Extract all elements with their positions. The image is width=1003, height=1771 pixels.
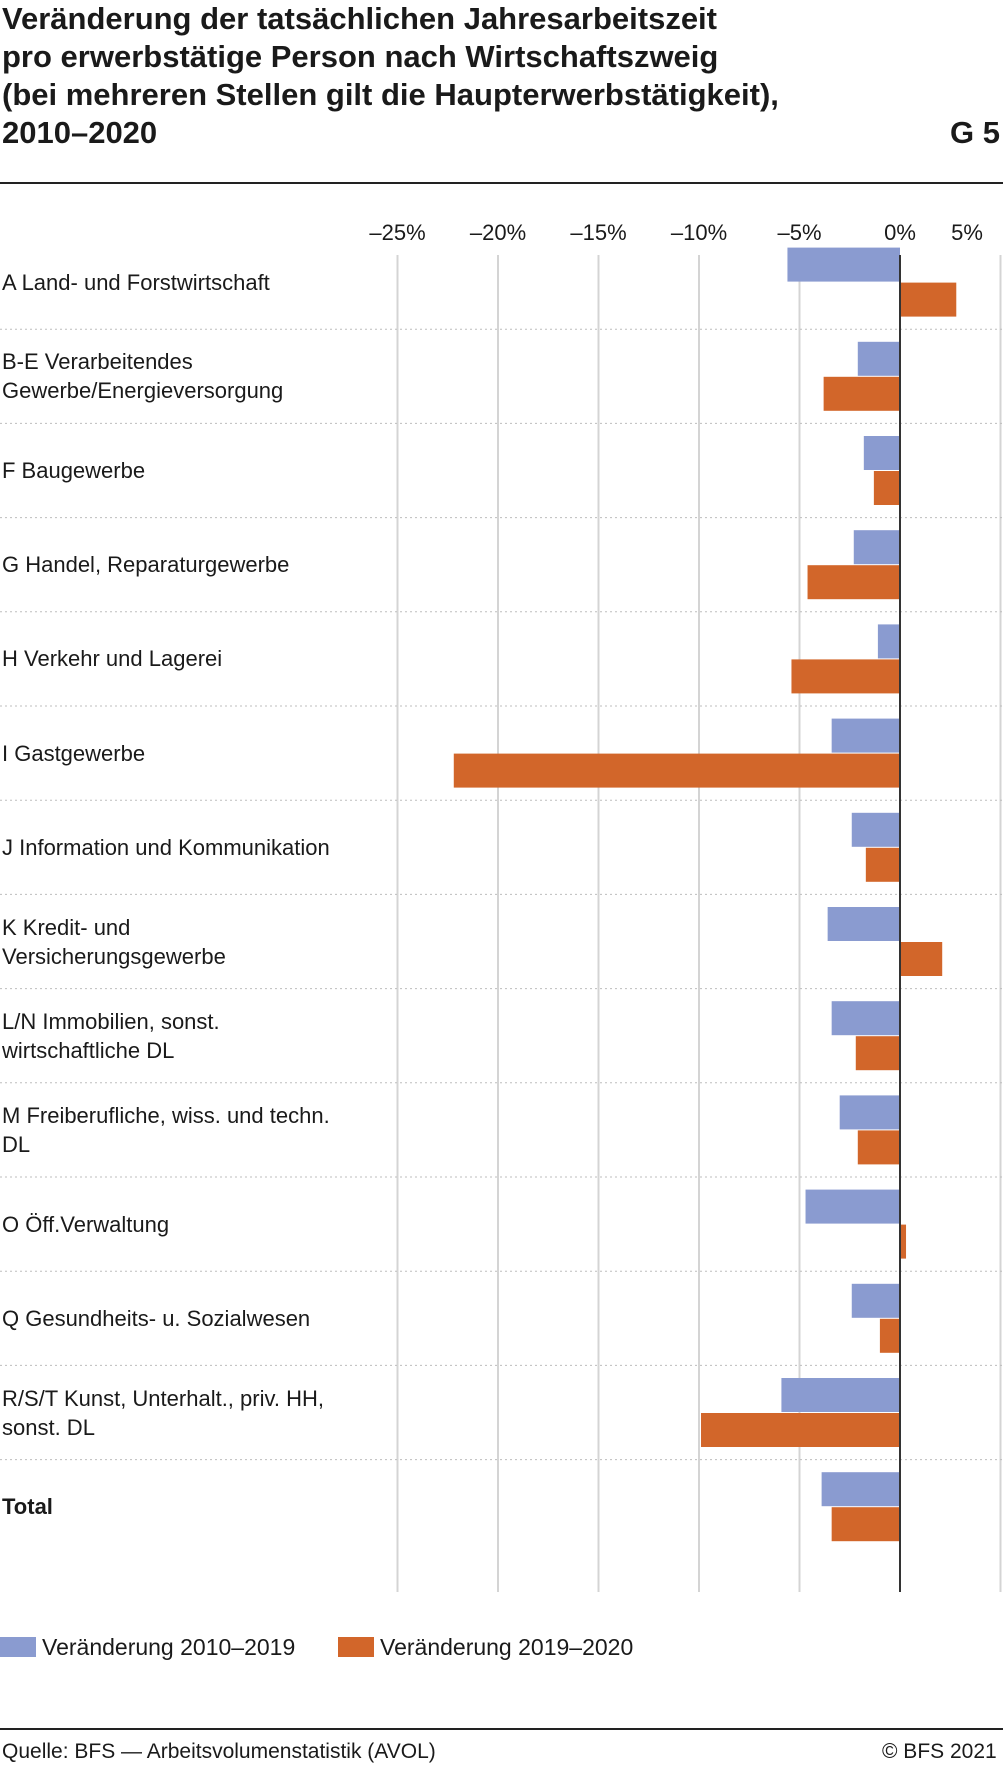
bar-2010-2019 (831, 718, 900, 753)
bar-2019-2020 (855, 1036, 900, 1071)
bottom-rule (0, 1728, 1003, 1730)
bar-2010-2019 (839, 1095, 900, 1130)
bar-2010-2019 (863, 436, 900, 470)
category-label-line: I Gastgewerbe (2, 740, 146, 766)
row-separators (0, 328, 1003, 1461)
category-label-line: Total (2, 1494, 53, 1520)
category-label: H Verkehr und Lagerei (2, 644, 392, 673)
bar-2010-2019 (781, 1378, 900, 1412)
category-label: A Land- und Forstwirtschaft (2, 268, 392, 297)
category-label-line: wirtschaftliche DL (2, 1037, 175, 1063)
category-label-line: G Handel, Reparaturgewerbe (2, 552, 290, 578)
bar-2010-2019 (853, 530, 900, 565)
category-label: M Freiberufliche, wiss. und techn. DL (2, 1101, 392, 1159)
category-label-line: sonst. DL (2, 1414, 95, 1440)
category-label: I Gastgewerbe (2, 739, 392, 768)
x-tick-label: –25% (369, 220, 425, 245)
bar-2010-2019 (877, 624, 900, 659)
legend-label-2010-2019: Veränderung 2010–2019 (42, 1634, 296, 1660)
category-label: O Öff.Verwaltung (2, 1210, 392, 1239)
category-label-line: B-E Verarbeitendes (2, 349, 193, 375)
bar-2019-2020 (791, 659, 900, 694)
category-label: B-E Verarbeitendes Gewerbe/Energieversorg… (2, 347, 392, 405)
category-label: Total (2, 1492, 392, 1521)
category-label: Q Gesundheits- u. Sozialwesen (2, 1304, 392, 1333)
source-note: Quelle: BFS — Arbeitsvolumenstatistik (A… (2, 1740, 436, 1763)
bar-2010-2019 (805, 1189, 900, 1224)
legend-swatch-blue (0, 1637, 36, 1657)
category-label-line: J Information und Kommunikation (2, 834, 330, 860)
bar-2019-2020 (900, 1224, 907, 1259)
x-tick-label: 5% (951, 220, 983, 245)
category-label-line: M Freiberufliche, wiss. und techn. (2, 1102, 330, 1128)
category-label-line: L/N Immobilien, sonst. (2, 1008, 220, 1034)
category-label-line: K Kredit- und (2, 914, 131, 940)
category-label: J Information und Kommunikation (2, 833, 392, 862)
bar-2019-2020 (900, 942, 943, 976)
bar-2010-2019 (857, 341, 900, 376)
category-label: K Kredit- und Versicherungsgewerbe (2, 913, 392, 971)
title-line-4: 2010–2020 (2, 115, 158, 150)
bar-2010-2019 (831, 1001, 900, 1036)
bar-2019-2020 (807, 565, 900, 600)
bar-2019-2020 (865, 847, 900, 882)
category-label-line: Versicherungsgewerbe (2, 943, 226, 969)
x-tick-label: –20% (470, 220, 526, 245)
title-line-1: Veränderung der tatsächlichen Jahresarbe… (2, 1, 717, 36)
copyright: © BFS 2021 (882, 1740, 997, 1763)
x-tick-labels: –25% –20% –15% –10% –5% 0% 5% (369, 220, 983, 245)
top-rule (0, 182, 1003, 184)
category-label-line: O Öff.Verwaltung (2, 1211, 170, 1237)
category-label-line: R/S/T Kunst, Unterhalt., priv. HH, (2, 1385, 324, 1411)
bar-2019-2020 (900, 282, 957, 317)
category-label-line: A Land- und Forstwirtschaft (2, 269, 270, 295)
category-label-line: H Verkehr und Lagerei (2, 646, 223, 672)
x-tick-label: –10% (671, 220, 727, 245)
category-label-line: DL (2, 1131, 31, 1157)
graph-number: G 5 (950, 115, 1000, 150)
bars (453, 247, 957, 1542)
bar-2010-2019 (851, 1283, 900, 1318)
bar-2019-2020 (831, 1507, 900, 1542)
chart-title: Veränderung der tatsächlichen Jahresarbe… (2, 0, 902, 152)
bar-2019-2020 (873, 471, 900, 505)
bar-2010-2019 (821, 1472, 900, 1507)
legend-label-2019-2020: Veränderung 2019–2020 (380, 1634, 634, 1660)
gridlines (396, 255, 1002, 1592)
title-line-3: (bei mehreren Stellen gilt die Haupterwe… (2, 77, 779, 112)
bar-2019-2020 (879, 1318, 900, 1353)
title-line-2: pro erwerbstätige Person nach Wirtschaft… (2, 39, 719, 74)
bar-2010-2019 (787, 247, 900, 282)
legend-swatch-orange (338, 1637, 374, 1657)
x-tick-label: –15% (570, 220, 626, 245)
category-label: R/S/T Kunst, Unterhalt., priv. HH, sonst.… (2, 1384, 392, 1442)
bar-chart: –25% –20% –15% –10% –5% 0% 5% (0, 220, 1003, 1592)
category-label: G Handel, Reparaturgewerbe (2, 550, 392, 579)
category-label: F Baugewerbe (2, 456, 392, 485)
x-tick-label: –5% (777, 220, 821, 245)
bar-2019-2020 (823, 376, 900, 411)
bar-2010-2019 (827, 907, 900, 941)
bar-2019-2020 (453, 753, 900, 788)
bar-2019-2020 (701, 1413, 900, 1447)
category-label-line: F Baugewerbe (2, 458, 146, 483)
category-label: L/N Immobilien, sonst. wirtschaftliche DL (2, 1007, 392, 1065)
category-label-line: Gewerbe/Energieversorgung (2, 378, 284, 404)
bar-2010-2019 (851, 812, 900, 847)
category-label-line: Q Gesundheits- u. Sozialwesen (2, 1305, 311, 1331)
bar-2019-2020 (857, 1130, 900, 1165)
x-tick-label: 0% (884, 220, 916, 245)
